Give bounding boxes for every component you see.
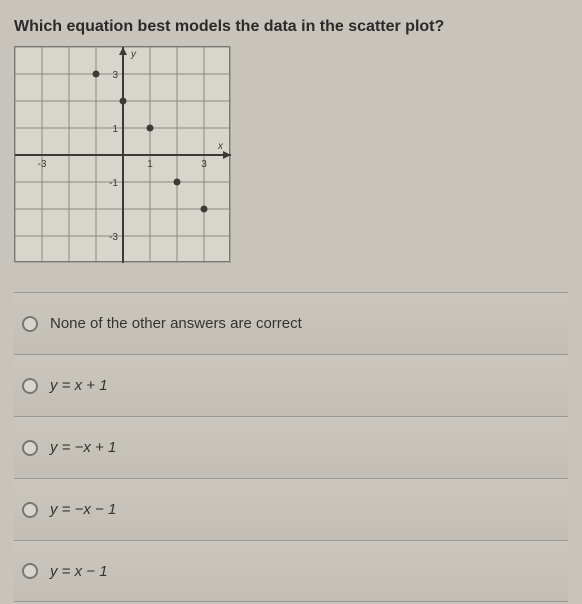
answer-option[interactable]: y = −x − 1 bbox=[14, 478, 568, 540]
answer-option[interactable]: y = x + 1 bbox=[14, 354, 568, 416]
radio-icon bbox=[22, 440, 38, 456]
answer-option[interactable]: y = −x + 1 bbox=[14, 416, 568, 478]
svg-text:1: 1 bbox=[112, 124, 118, 135]
answer-option[interactable]: y = x − 1 bbox=[14, 540, 568, 602]
svg-text:-3: -3 bbox=[38, 159, 47, 170]
svg-text:y: y bbox=[130, 49, 137, 60]
answer-label: y = x + 1 bbox=[50, 377, 108, 394]
answer-label: None of the other answers are correct bbox=[50, 315, 302, 332]
answer-label: y = x − 1 bbox=[50, 563, 108, 580]
radio-icon bbox=[22, 502, 38, 518]
svg-text:1: 1 bbox=[147, 159, 153, 170]
radio-icon bbox=[22, 378, 38, 394]
answer-list: None of the other answers are correct y … bbox=[14, 292, 568, 602]
svg-text:3: 3 bbox=[112, 70, 118, 81]
scatter-plot: -3 1 3 -3 -1 1 3 y x bbox=[14, 46, 230, 262]
svg-text:-1: -1 bbox=[109, 178, 118, 189]
radio-icon bbox=[22, 563, 38, 579]
question-text: Which equation best models the data in t… bbox=[14, 18, 568, 36]
radio-icon bbox=[22, 316, 38, 332]
answer-label: y = −x + 1 bbox=[50, 439, 116, 456]
svg-text:x: x bbox=[217, 141, 224, 152]
svg-text:3: 3 bbox=[201, 159, 207, 170]
svg-text:-3: -3 bbox=[109, 232, 118, 243]
answer-option[interactable]: None of the other answers are correct bbox=[14, 292, 568, 354]
answer-label: y = −x − 1 bbox=[50, 501, 116, 518]
